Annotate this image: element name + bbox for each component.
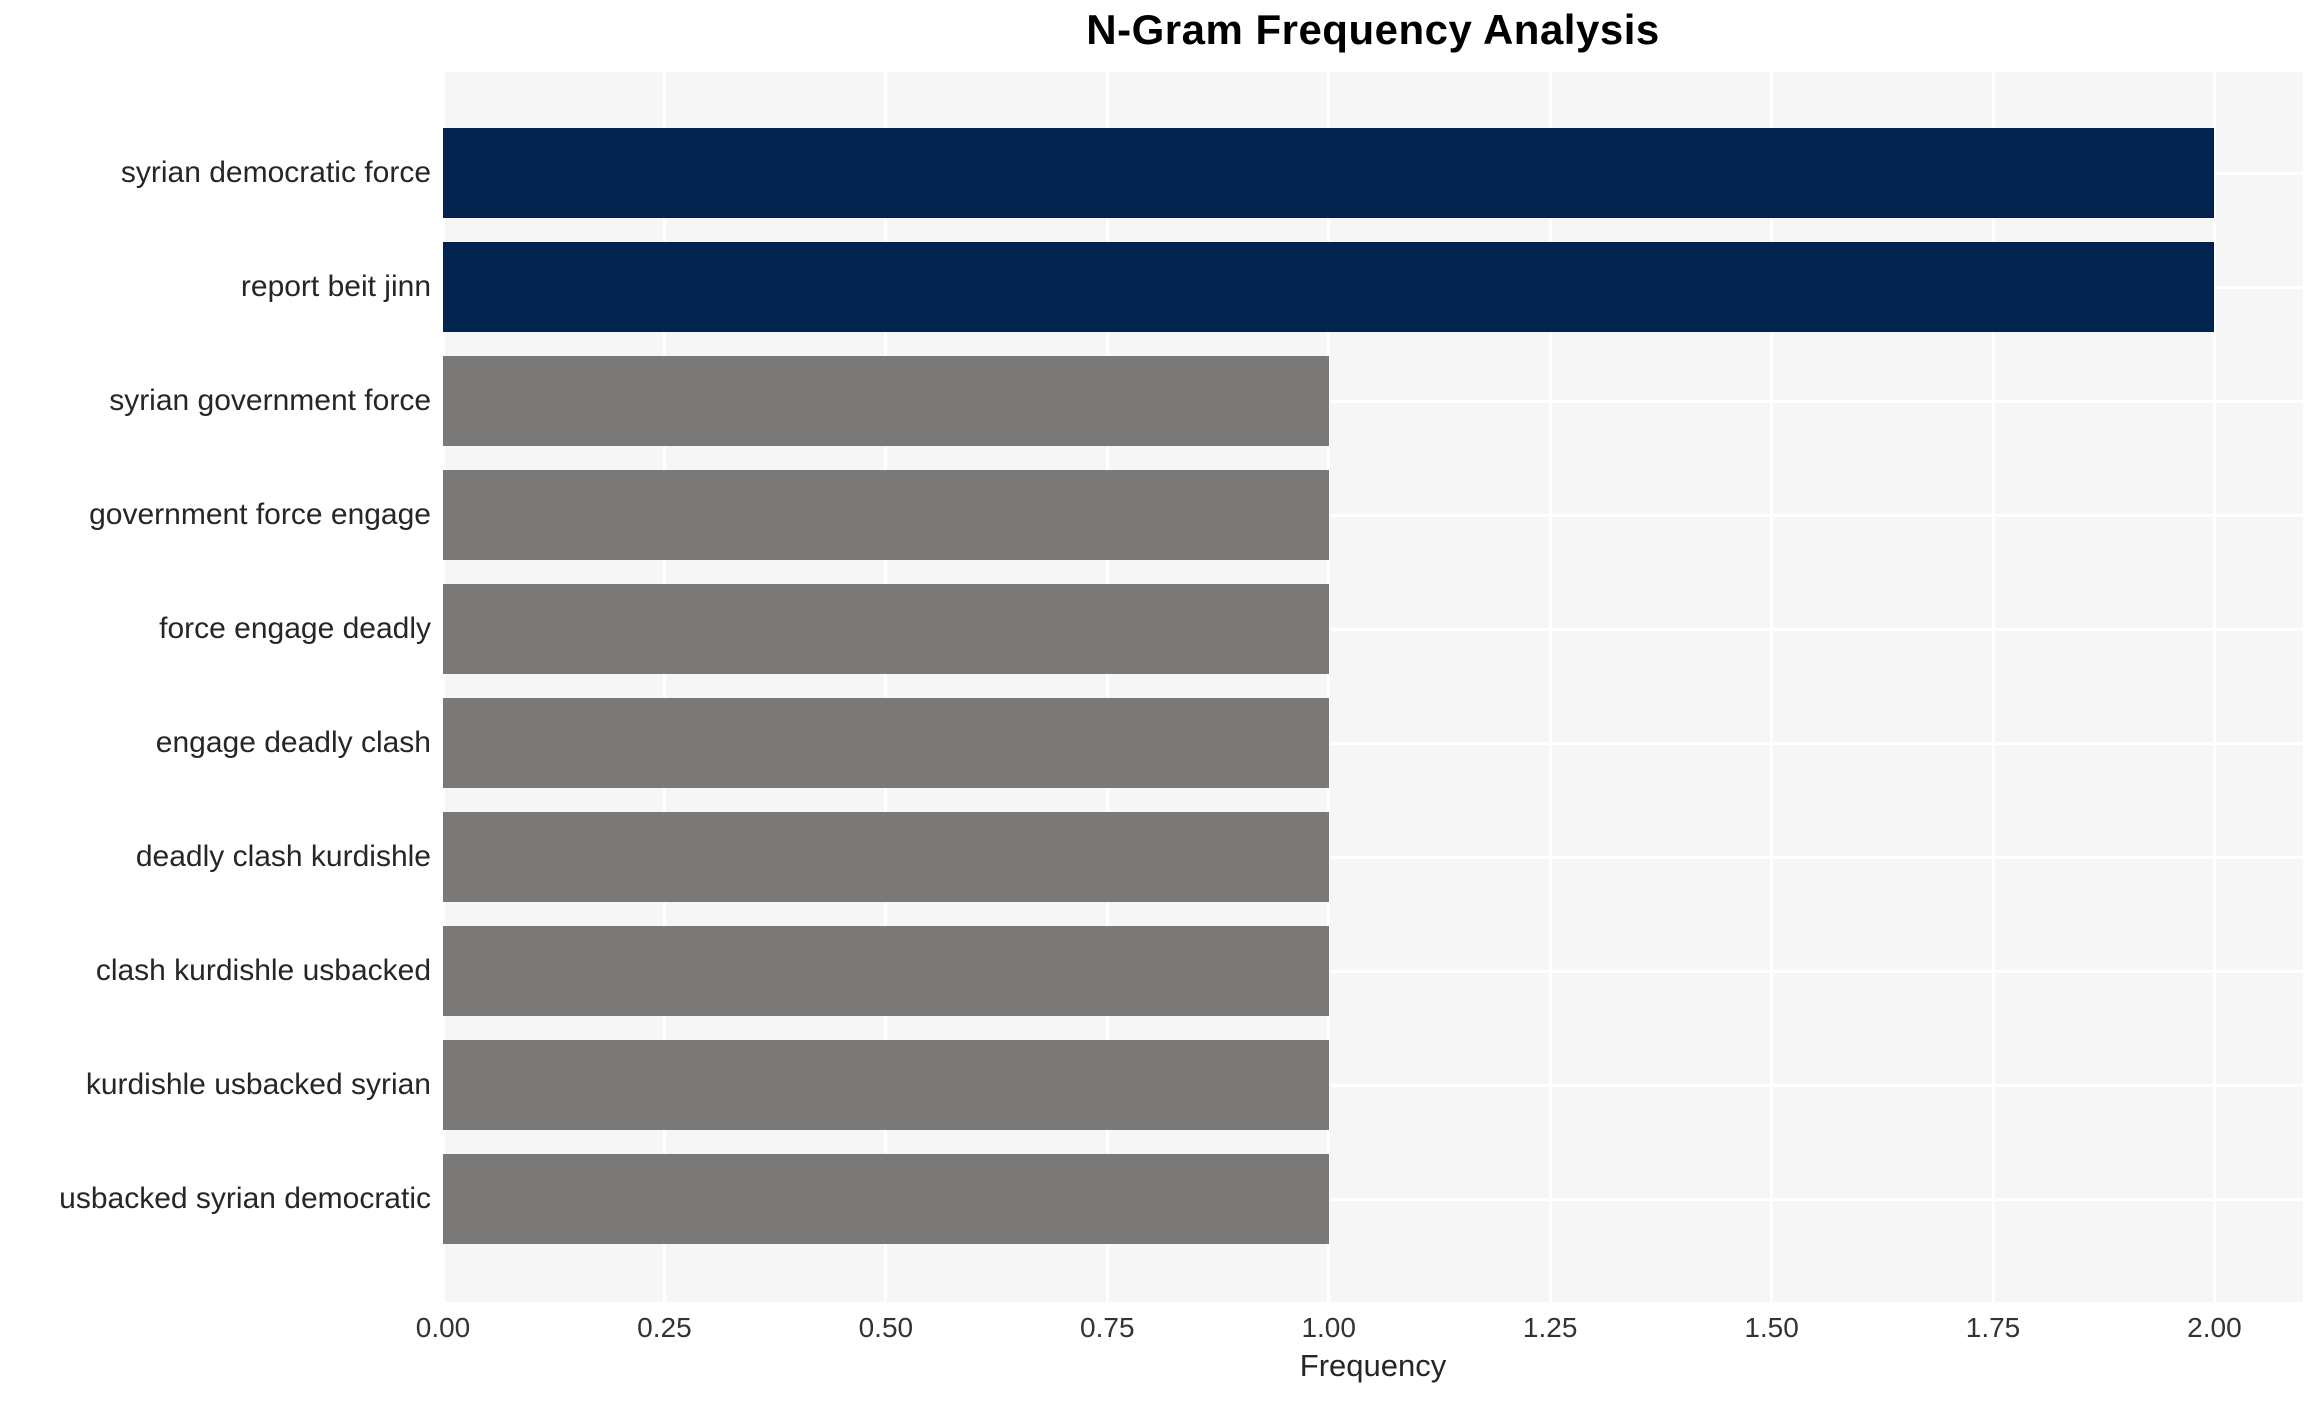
gridline-vertical	[1770, 72, 1774, 1302]
y-tick-label: clash kurdishle usbacked	[95, 954, 431, 987]
gridline-vertical	[884, 72, 888, 1302]
bar	[443, 926, 1329, 1016]
gridline-vertical	[441, 72, 445, 1302]
plot-area	[441, 72, 2303, 1302]
bar	[443, 356, 1329, 446]
gridline-horizontal	[443, 1197, 2303, 1201]
gridline-vertical	[2212, 72, 2216, 1302]
y-tick-label: syrian democratic force	[120, 156, 431, 189]
gridline-horizontal	[443, 1083, 2303, 1087]
gridline-horizontal	[443, 399, 2303, 403]
x-tick-label: 0.25	[637, 1312, 692, 1343]
x-tick-label: 2.00	[2187, 1312, 2242, 1343]
y-tick-label: deadly clash kurdishle	[135, 840, 431, 873]
gridline-vertical	[1105, 72, 1109, 1302]
gridline-vertical	[1548, 72, 1552, 1302]
x-tick-label: 1.50	[1744, 1312, 1799, 1343]
y-tick-label: usbacked syrian democratic	[59, 1182, 431, 1215]
bar	[443, 1154, 1329, 1244]
bar	[443, 242, 2215, 332]
gridline-horizontal	[443, 855, 2303, 859]
gridline-vertical	[1327, 72, 1331, 1302]
bar	[443, 812, 1329, 902]
y-tick-label: report beit jinn	[240, 270, 431, 303]
x-tick-label: 0.50	[858, 1312, 914, 1343]
y-tick-label: syrian government force	[109, 384, 431, 417]
y-tick-label: force engage deadly	[159, 612, 431, 645]
x-tick-label: 0.00	[415, 1312, 471, 1343]
gridline-vertical	[1991, 72, 1995, 1302]
bar	[443, 128, 2215, 218]
bar	[443, 1040, 1329, 1130]
bar	[443, 470, 1329, 560]
y-tick-label: kurdishle usbacked syrian	[85, 1068, 431, 1101]
bar	[443, 698, 1329, 788]
x-tick-label: 0.75	[1080, 1312, 1135, 1343]
y-tick-label: engage deadly clash	[155, 726, 431, 759]
x-tick-label: 1.75	[1965, 1312, 2021, 1343]
chart-title: N-Gram Frequency Analysis	[1086, 6, 1660, 53]
x-tick-label: 1.25	[1522, 1312, 1578, 1343]
gridline-vertical	[662, 72, 666, 1302]
gridline-horizontal	[443, 969, 2303, 973]
bar	[443, 584, 1329, 674]
x-tick-label: 1.00	[1301, 1312, 1356, 1343]
y-tick-label: government force engage	[89, 498, 431, 531]
gridline-horizontal	[443, 627, 2303, 631]
gridline-horizontal	[443, 741, 2303, 745]
x-axis-label: Frequency	[1299, 1348, 1447, 1383]
gridline-horizontal	[443, 513, 2303, 517]
